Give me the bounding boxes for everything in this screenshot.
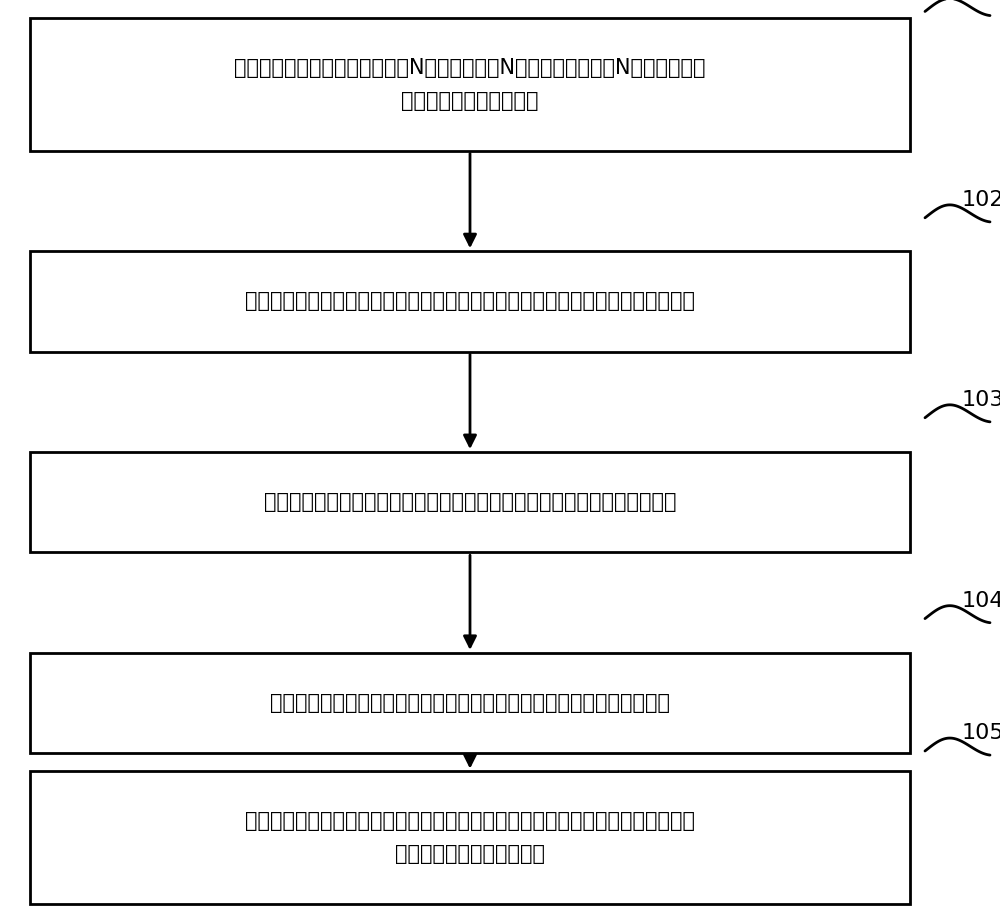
Text: 103: 103 xyxy=(962,390,1000,410)
Text: 105: 105 xyxy=(962,723,1000,743)
Bar xyxy=(30,251,910,352)
Text: 获取每株大豆在每个生育时期的N张大豆图像，N为自然数，其中，N张大豆图像包
括大豆的侧视图和顶视图: 获取每株大豆在每个生育时期的N张大豆图像，N为自然数，其中，N张大豆图像包 括大… xyxy=(234,58,706,110)
Text: 104: 104 xyxy=(962,591,1000,611)
Text: 对每株大豆所有的图像特征值进行筛选，以得到每株大豆的最优特征子集: 对每株大豆所有的图像特征值进行筛选，以得到每株大豆的最优特征子集 xyxy=(270,693,670,713)
Bar xyxy=(30,771,910,904)
Text: 将每株大豆的最优特征子集中的图像特征值输入至预测模型中，以通过预测模型对
每株大豆的生物量进行预测: 将每株大豆的最优特征子集中的图像特征值输入至预测模型中，以通过预测模型对 每株大… xyxy=(245,812,695,864)
Text: 针对每株大豆，将侧视图的特征和顶视图的特征共同作为大豆的图像特征值: 针对每株大豆，将侧视图的特征和顶视图的特征共同作为大豆的图像特征值 xyxy=(264,492,676,512)
Bar xyxy=(30,653,910,753)
Bar xyxy=(30,452,910,552)
Text: 将大豆图像输入至植株分割模型，以通过植株分割模型提取出每张大豆图像的特征: 将大豆图像输入至植株分割模型，以通过植株分割模型提取出每张大豆图像的特征 xyxy=(245,291,695,311)
Bar xyxy=(30,18,910,151)
Text: 101: 101 xyxy=(962,0,1000,4)
Text: 102: 102 xyxy=(962,190,1000,210)
